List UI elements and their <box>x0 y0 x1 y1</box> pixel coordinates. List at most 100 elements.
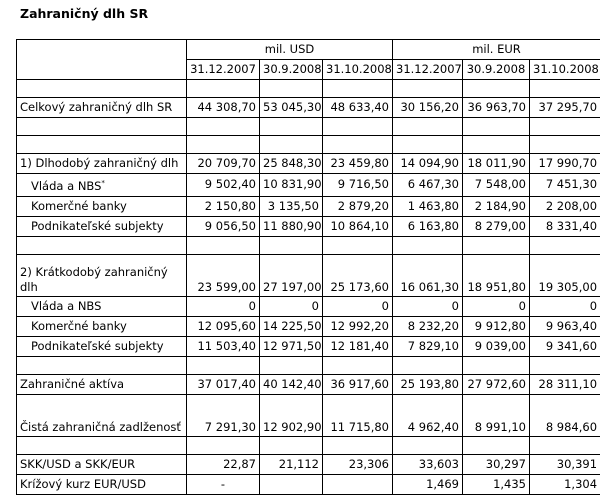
value-cell: 8 991,10 <box>462 393 530 437</box>
header-date-cell: 31.12.2007 <box>186 59 260 80</box>
value-cell: 36 917,60 <box>322 373 393 395</box>
value-cell: 25 193,80 <box>392 373 463 395</box>
empty-cell <box>462 135 530 154</box>
empty-cell <box>392 235 463 255</box>
value-cell: 25 173,60 <box>322 253 393 297</box>
header-group-usd: mil. USD <box>186 39 393 60</box>
empty-cell <box>392 117 463 136</box>
row-label-text: Celkový zahraničný dlh SR <box>20 100 173 114</box>
footnote-marker: * <box>101 179 105 187</box>
table-row-long-banks: Komerčné banky 2 150,80 3 135,50 2 879,20 1 … <box>16 195 600 217</box>
empty-cell <box>16 355 187 375</box>
empty-cell <box>259 355 323 375</box>
spacer-row <box>16 79 600 98</box>
row-label-text: Čistá zahraničná zadlženosť <box>20 419 181 434</box>
value-cell: 18 011,90 <box>462 153 530 174</box>
value-cell: 36 963,70 <box>462 97 530 118</box>
row-label-text: 1) Dlhodobý zahraničný dlh <box>20 156 179 170</box>
table-row-total: Celkový zahraničný dlh SR 44 308,70 53 045… <box>16 97 600 118</box>
value-cell: 10 864,10 <box>322 215 393 237</box>
table-row-fx: SKK/USD a SKK/EUR 22,87 21,112 23,306 33,603… <box>16 453 600 475</box>
value-cell: 8 331,40 <box>528 215 600 237</box>
value-cell: 7 291,30 <box>186 393 260 437</box>
row-label: 1) Dlhodobý zahraničný dlh <box>16 153 187 174</box>
value-cell: 0 <box>259 295 323 317</box>
value-cell: 23 599,00 <box>186 253 260 297</box>
empty-cell <box>186 117 260 136</box>
header-group-eur: mil. EUR <box>391 39 600 60</box>
row-label: Komerčné banky <box>16 315 187 337</box>
value-cell: 7 451,30 <box>528 173 600 197</box>
value-cell: 9 502,40 <box>186 173 260 197</box>
row-label: Krížový kurz EUR/USD <box>16 473 187 495</box>
table-row-assets: Zahraničné aktíva 37 017,40 40 142,40 36 91… <box>16 373 600 395</box>
table-row-long-corp: Podnikateľské subjekty 9 056,50 11 880,90 1… <box>16 215 600 237</box>
empty-cell <box>16 79 187 98</box>
empty-cell <box>322 135 393 154</box>
row-label-text: 2) Krátkodobý zahraničný dlh <box>20 264 168 294</box>
table-row-long-gov: Vláda a NBS* 9 502,40 10 831,90 9 716,50 6 4… <box>16 173 600 197</box>
row-label: Zahraničné aktíva <box>16 373 187 395</box>
header-corner-cell <box>16 39 187 80</box>
value-cell: 18 951,80 <box>462 253 530 297</box>
value-cell: 9 963,40 <box>528 315 600 337</box>
value-cell: 1,435 <box>462 473 530 495</box>
empty-cell <box>259 135 323 154</box>
value-cell <box>322 473 393 495</box>
value-cell: 9 056,50 <box>186 215 260 237</box>
value-cell: 4 962,40 <box>392 393 463 437</box>
spacer-row <box>16 355 600 375</box>
row-label-text: SKK/USD a SKK/EUR <box>20 456 136 471</box>
header-date-cell: 30.9.2008 <box>259 59 323 80</box>
empty-cell <box>186 235 260 255</box>
value-cell: 11 880,90 <box>259 215 323 237</box>
value-cell: 40 142,40 <box>259 373 323 395</box>
value-cell: 37 017,40 <box>186 373 260 395</box>
value-cell: 0 <box>528 295 600 317</box>
header-date-cell: 30.9.2008 <box>462 59 530 80</box>
value-cell: 28 311,10 <box>528 373 600 395</box>
value-cell: 7 548,00 <box>462 173 530 197</box>
empty-cell <box>322 435 393 455</box>
spacer-row <box>16 235 600 255</box>
empty-cell <box>322 117 393 136</box>
empty-cell <box>16 117 187 136</box>
page-title: Zahraničný dlh SR <box>20 6 149 21</box>
value-cell: 8 232,20 <box>392 315 463 337</box>
value-cell: 12 992,20 <box>322 315 393 337</box>
table-row-short: 2) Krátkodobý zahraničný dlh 23 599,00 27 … <box>16 253 600 297</box>
value-cell: 0 <box>392 295 463 317</box>
value-cell: 21,112 <box>259 453 323 475</box>
row-label: Celkový zahraničný dlh SR <box>16 97 187 118</box>
spacer-row <box>16 117 600 136</box>
value-cell: 30,391 <box>528 453 600 475</box>
row-label: Komerčné banky <box>16 195 187 217</box>
value-cell: 27 197,00 <box>259 253 323 297</box>
value-cell: 23,306 <box>322 453 393 475</box>
empty-cell <box>16 135 187 154</box>
row-label: Podnikateľské subjekty <box>16 335 187 357</box>
empty-cell <box>528 235 600 255</box>
value-cell: 2 184,90 <box>462 195 530 217</box>
value-cell: 9 341,60 <box>528 335 600 357</box>
value-cell: 2 879,20 <box>322 195 393 217</box>
value-cell: 11 715,80 <box>322 393 393 437</box>
empty-cell <box>259 79 323 98</box>
value-cell: 6 163,80 <box>392 215 463 237</box>
value-cell: 12 971,50 <box>259 335 323 357</box>
value-cell: 8 279,00 <box>462 215 530 237</box>
empty-cell <box>462 435 530 455</box>
header-date-row: 31.12.2007 30.9.2008 31.10.2008 31.12.2007 3… <box>17 59 600 80</box>
empty-cell <box>528 135 600 154</box>
value-cell: 37 295,70 <box>528 97 600 118</box>
empty-cell <box>528 117 600 136</box>
row-label-text: Komerčné banky <box>31 198 127 213</box>
row-label: Vláda a NBS* <box>16 173 187 197</box>
empty-cell <box>462 117 530 136</box>
value-cell <box>259 473 323 495</box>
value-cell: 25 848,30 <box>259 153 323 174</box>
value-cell: 9 716,50 <box>322 173 393 197</box>
row-label: Vláda a NBS <box>16 295 187 317</box>
header-group-row: mil. USD mil. EUR <box>16 39 600 80</box>
row-label: 2) Krátkodobý zahraničný dlh <box>16 253 187 297</box>
